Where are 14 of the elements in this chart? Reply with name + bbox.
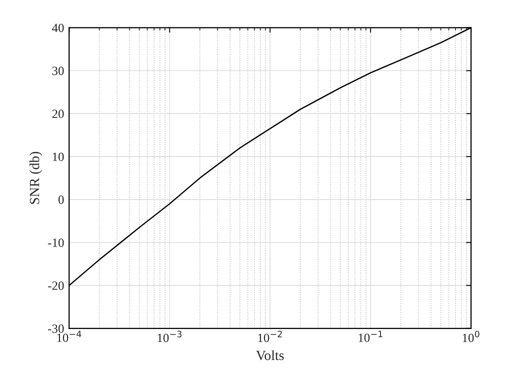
y-tick-label: -20 bbox=[48, 281, 64, 290]
y-tick-label: 20 bbox=[52, 110, 64, 118]
x-tick-label: 10$^{0}$ bbox=[462, 330, 480, 342]
y-tick-label: 10 bbox=[52, 152, 64, 162]
y-tick-label: 0 bbox=[58, 196, 64, 204]
x-tick-label: 10$^{−1}$ bbox=[358, 330, 382, 342]
x-tick-label: 10$^{−3}$ bbox=[158, 330, 182, 342]
y-tick-label: -10 bbox=[48, 238, 64, 247]
y-tick-label: 30 bbox=[52, 66, 64, 76]
x-axis-title: Volts bbox=[256, 350, 284, 360]
y-tick-label: 40 bbox=[52, 24, 64, 32]
x-tick-label: 10$^{−2}$ bbox=[258, 330, 282, 342]
y-axis-title: SNR (db) bbox=[29, 152, 42, 204]
y-tick-label: -30 bbox=[48, 324, 64, 333]
